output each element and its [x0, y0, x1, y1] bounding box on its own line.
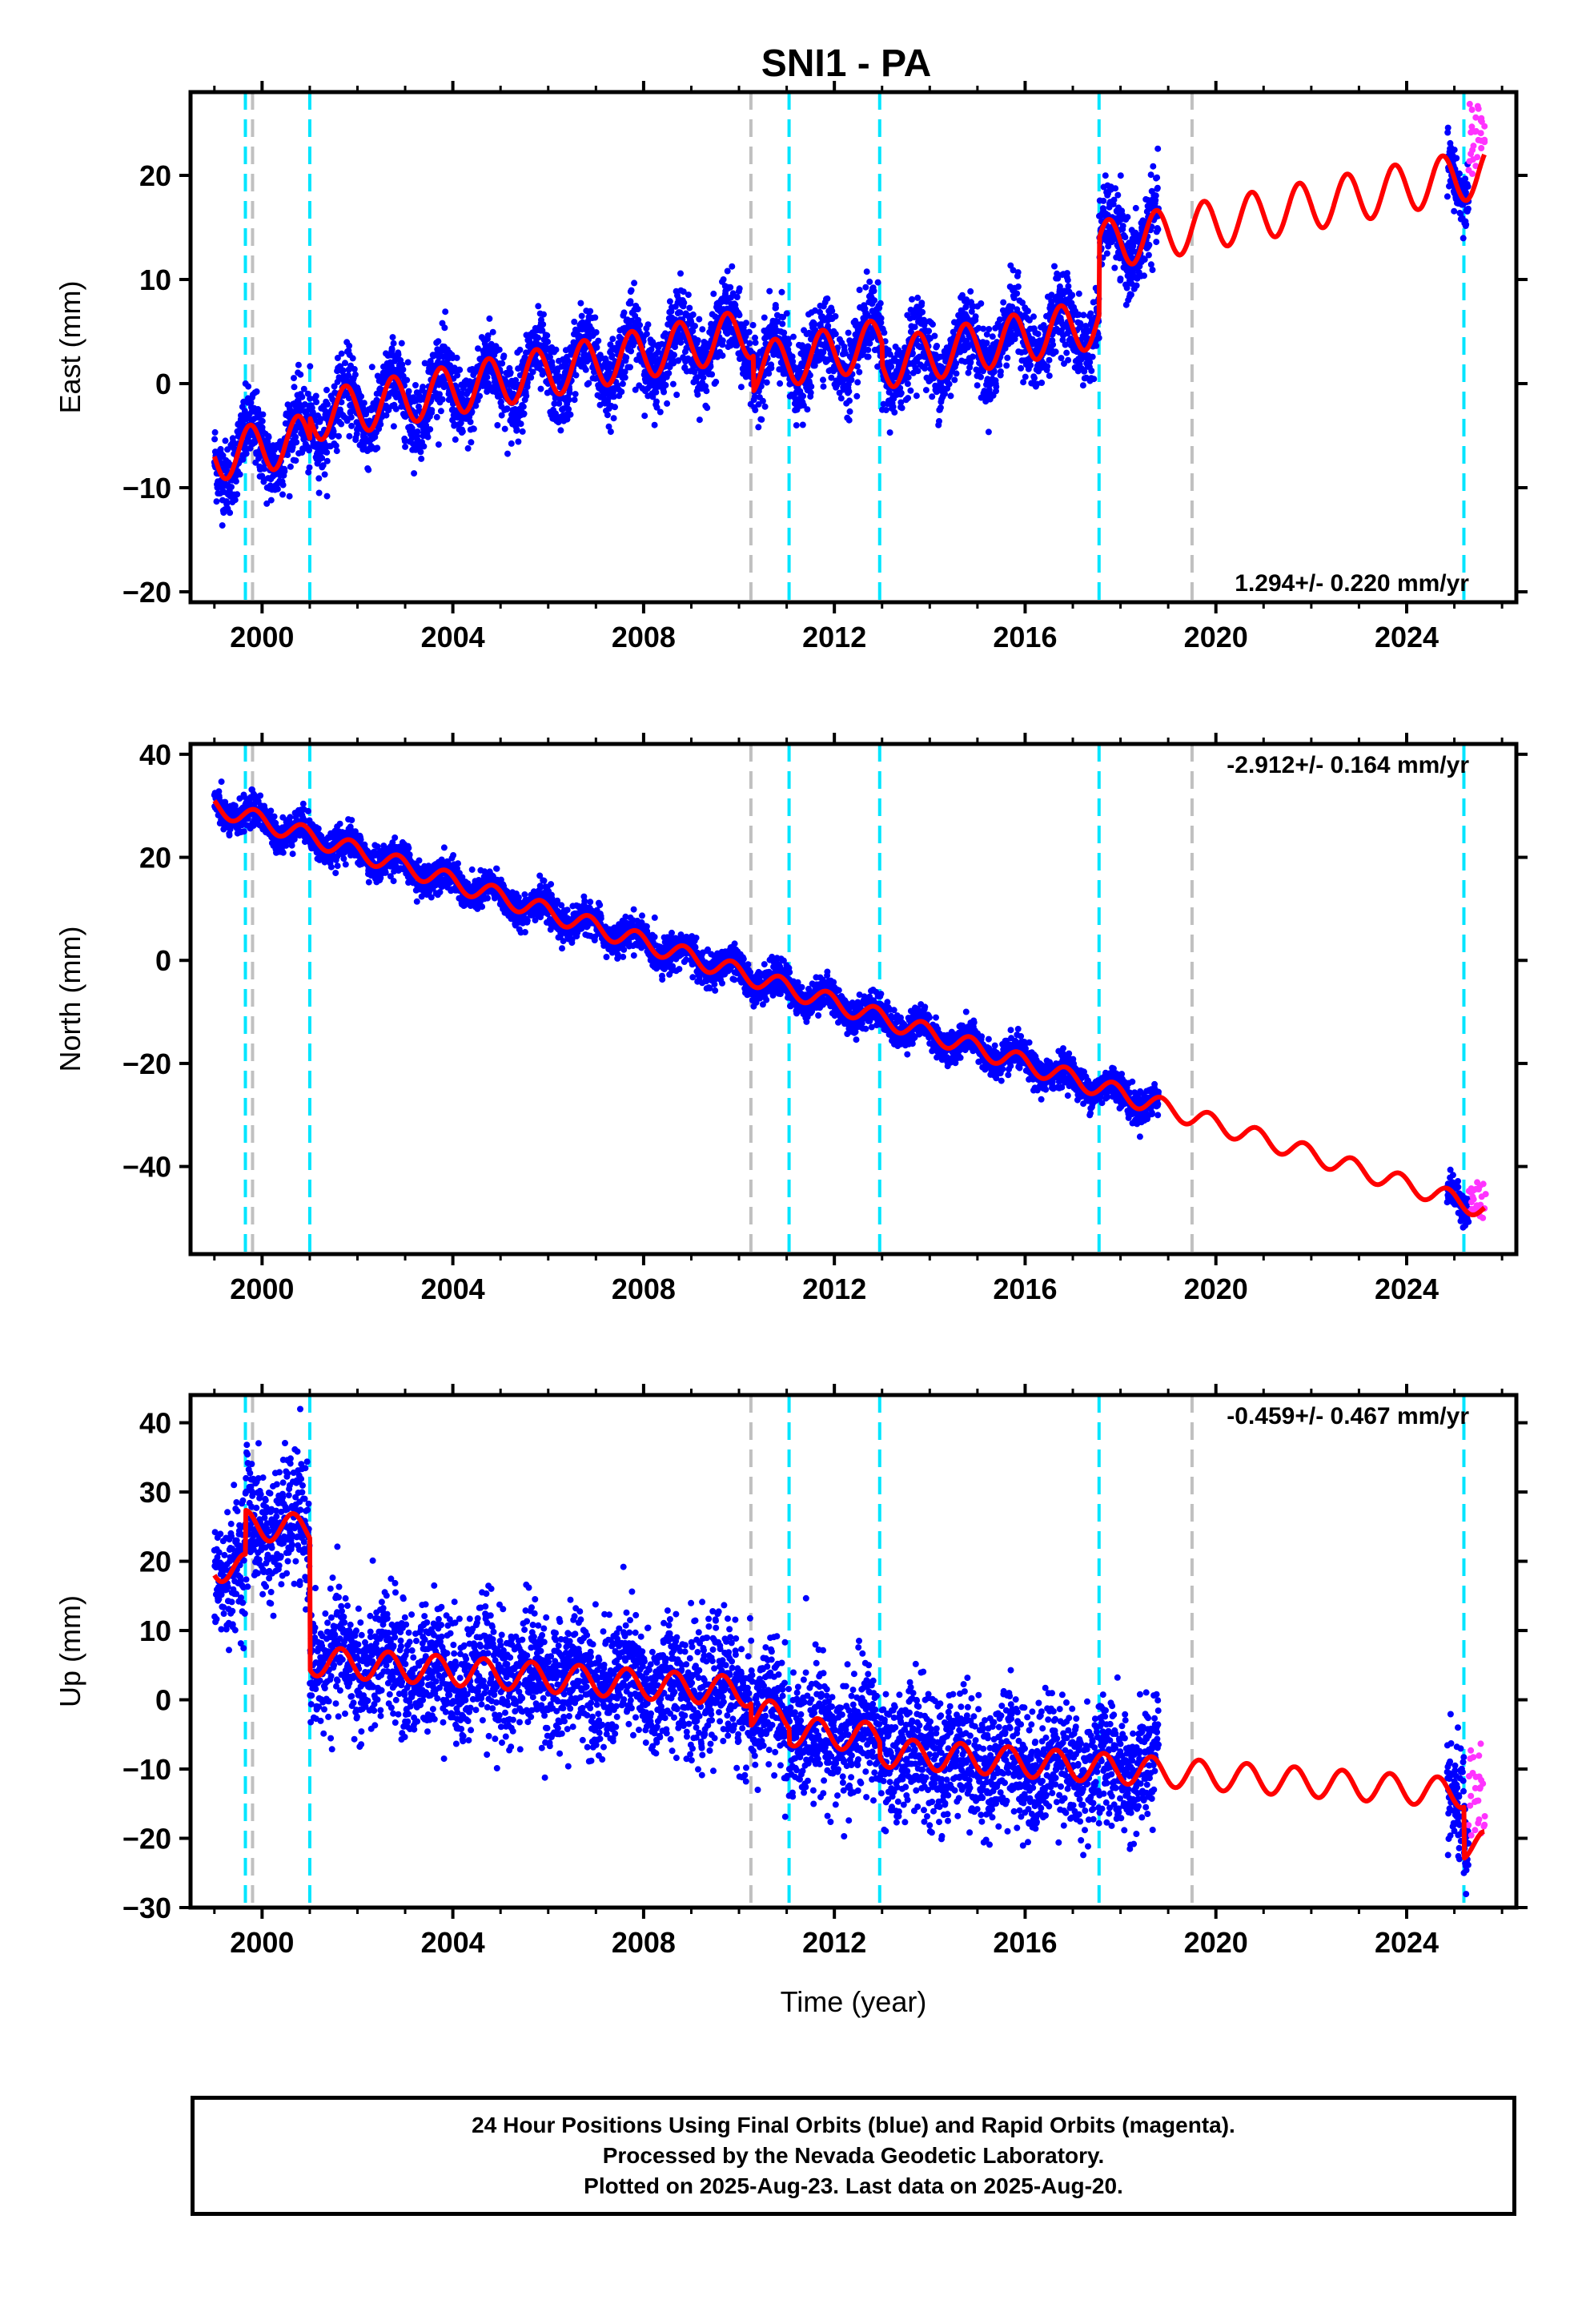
- x-tick-label: 2004: [421, 1926, 485, 1959]
- y-tick-label: 20: [139, 842, 171, 875]
- x-tick-label: 2016: [993, 1926, 1057, 1959]
- y-axis-label: East (mm): [54, 281, 86, 414]
- up-panel: 2000 2004 2008 2012 2016 2020 2024 −30 −20 −10 0 10…: [54, 1384, 1528, 1959]
- velocity-label: -0.459+/- 0.467 mm/yr: [1227, 1403, 1469, 1429]
- x-tick-label: 2008: [612, 621, 676, 653]
- y-tick-label: 20: [139, 159, 171, 192]
- x-tick-label: 2004: [421, 1273, 485, 1305]
- y-tick-label: −20: [122, 1823, 171, 1856]
- plot-area: [211, 92, 1488, 602]
- x-tick-label: 2024: [1375, 1926, 1439, 1959]
- model-fit-line: [212, 798, 1487, 1218]
- y-tick-label: 20: [139, 1546, 171, 1578]
- x-tick-label: 2000: [230, 621, 294, 653]
- x-axis-label: Time (year): [781, 1985, 927, 2018]
- y-tick-label: 40: [139, 738, 171, 771]
- x-tick-label: 2020: [1184, 621, 1248, 653]
- plot-area: [211, 744, 1489, 1254]
- y-axis-label: North (mm): [54, 927, 86, 1072]
- y-tick-label: −20: [122, 1047, 171, 1080]
- east-panel: 2000 2004 2008 2012 2016 2020 2024 −20 −10 0 10 20 E…: [54, 81, 1528, 653]
- y-tick-label: −10: [122, 1753, 171, 1786]
- x-tick-label: 2008: [612, 1926, 676, 1959]
- x-tick-label: 2016: [993, 1273, 1057, 1305]
- x-tick-label: 2024: [1375, 621, 1439, 653]
- y-tick-label: 0: [155, 368, 171, 400]
- y-tick-label: 30: [139, 1476, 171, 1509]
- caption-line-2: Processed by the Nevada Geodetic Laborat…: [602, 2143, 1105, 2168]
- y-tick-label: −10: [122, 472, 171, 505]
- figure-title: SNI1 - PA: [761, 42, 931, 85]
- x-tick-label: 2016: [993, 621, 1057, 653]
- x-tick-label: 2000: [230, 1273, 294, 1305]
- caption-box: 24 Hour Positions Using Final Orbits (bl…: [191, 2096, 1516, 2216]
- y-tick-label: 10: [139, 1614, 171, 1647]
- y-tick-label: 0: [155, 1684, 171, 1717]
- x-tick-label: 2020: [1184, 1926, 1248, 1959]
- rapid-orbit-points: [1465, 100, 1488, 177]
- model-fit-line: [212, 1507, 1487, 1861]
- caption-line-3: Plotted on 2025-Aug-23. Last data on 202…: [584, 2173, 1123, 2198]
- final-orbit-points: [211, 1405, 1472, 1898]
- x-tick-label: 2008: [612, 1273, 676, 1305]
- velocity-label: 1.294+/- 0.220 mm/yr: [1235, 570, 1469, 597]
- north-panel: 2000 2004 2008 2012 2016 2020 2024 −40 −20 0 20 40 N…: [54, 733, 1528, 1305]
- plot-frame: [188, 90, 1519, 605]
- x-tick-label: 2020: [1184, 1273, 1248, 1305]
- model-fit-line: [211, 153, 1487, 481]
- x-tick-label: 2000: [230, 1926, 294, 1959]
- plot-area: [211, 1395, 1488, 1908]
- y-tick-label: 10: [139, 263, 171, 296]
- y-tick-label: −40: [122, 1151, 171, 1184]
- y-tick-label: 40: [139, 1407, 171, 1440]
- x-tick-label: 2012: [802, 1926, 866, 1959]
- x-tick-label: 2024: [1375, 1273, 1439, 1305]
- y-tick-label: −20: [122, 576, 171, 609]
- caption-line-1: 24 Hour Positions Using Final Orbits (bl…: [472, 2113, 1235, 2137]
- x-tick-label: 2012: [802, 1273, 866, 1305]
- plot-frame: [188, 1393, 1519, 1910]
- x-tick-label: 2012: [802, 621, 866, 653]
- rapid-orbit-points: [1465, 1740, 1488, 1839]
- x-tick-label: 2004: [421, 621, 485, 653]
- plot-frame: [188, 742, 1519, 1256]
- final-orbit-points: [211, 124, 1472, 529]
- y-tick-label: −30: [122, 1892, 171, 1924]
- velocity-label: -2.912+/- 0.164 mm/yr: [1227, 752, 1469, 778]
- y-tick-label: 0: [155, 944, 171, 977]
- y-axis-label: Up (mm): [54, 1595, 86, 1707]
